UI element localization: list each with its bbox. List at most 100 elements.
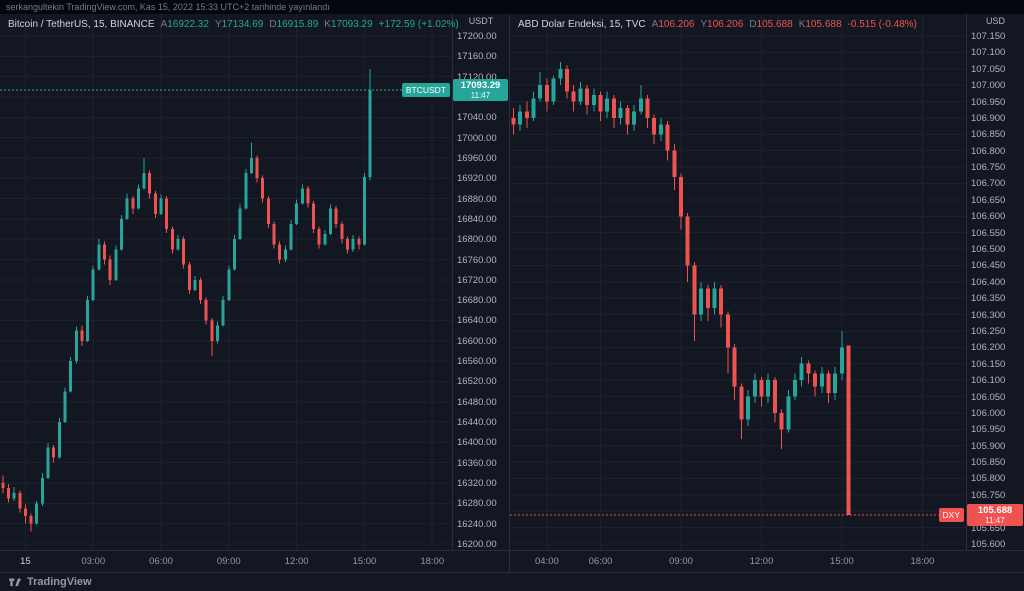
dxy-candlestick-chart[interactable]: [510, 14, 966, 550]
candle-body: [685, 216, 690, 266]
dxy-price-axis[interactable]: USD 105.688 11:47 105.600105.650105.7001…: [966, 14, 1024, 550]
dxy-last-price-flag[interactable]: 105.688 11:47: [967, 504, 1023, 527]
high-label: Y: [214, 19, 222, 30]
price-tick-label: 106.400: [971, 276, 1006, 288]
publish-text: serkangultekin TradingView.com, Kas 15, …: [6, 2, 330, 12]
btc-last-price-time: 11:47: [470, 91, 491, 101]
candle-body: [159, 198, 163, 214]
price-tick-label: 16720.00: [457, 274, 497, 286]
btc-symbol-title[interactable]: Bitcoin / TetherUS, 15, BINANCE: [8, 19, 155, 30]
candle-body: [565, 68, 569, 92]
candle-body: [571, 91, 576, 102]
candle-body: [585, 88, 590, 105]
low-label: D: [269, 19, 277, 30]
candle-body: [766, 380, 771, 397]
btc-last-price-symbol-flag[interactable]: BTCUSDT: [401, 83, 450, 98]
candle-body: [833, 373, 838, 394]
time-tick-label: 09:00: [216, 556, 241, 567]
candle-body: [732, 347, 737, 387]
candle-body: [261, 178, 265, 199]
price-tick-label: 16240.00: [457, 518, 497, 530]
candle-body: [719, 288, 724, 315]
dxy-chart-legend: ABD Dolar Endeksi, 15, TVC A106.206 Y106.2…: [518, 19, 917, 30]
change-value: -0.515 (-0.48%): [847, 19, 918, 30]
candle-body: [658, 124, 663, 135]
candle-body: [295, 203, 299, 224]
candle-body: [799, 363, 804, 381]
footer-bar: TradingView: [0, 572, 1024, 591]
price-tick-label: 105.850: [971, 457, 1006, 469]
price-tick-label: 17000.00: [457, 132, 497, 144]
price-tick-label: 106.850: [971, 129, 1006, 141]
time-tick-label: 15:00: [352, 556, 377, 567]
candle-body: [46, 447, 50, 478]
dxy-symbol-title[interactable]: ABD Dolar Endeksi, 15, TVC: [518, 19, 646, 30]
price-tick-label: 106.150: [971, 358, 1006, 370]
candle-body: [210, 320, 214, 341]
candle-body: [204, 300, 208, 321]
price-tick-label: 17160.00: [457, 51, 497, 63]
price-tick-label: 16640.00: [457, 315, 497, 327]
price-tick-label: 106.900: [971, 112, 1006, 124]
candle-body: [317, 229, 321, 245]
candle-body: [618, 108, 623, 118]
tradingview-logo-text[interactable]: TradingView: [27, 576, 92, 588]
price-tick-label: 16760.00: [457, 254, 497, 266]
dxy-last-price: 105.688: [977, 505, 1013, 517]
candle-body: [786, 396, 791, 430]
open-label: A: [651, 19, 659, 30]
candle-body: [199, 279, 203, 301]
open-value: 16922.32: [167, 19, 209, 30]
tradingview-logo-icon[interactable]: [8, 575, 22, 589]
candle-body: [772, 380, 777, 413]
low-value: 16915.89: [276, 19, 319, 30]
price-tick-label: 105.950: [971, 424, 1006, 436]
price-tick-label: 105.800: [971, 473, 1006, 485]
btc-chart-plot[interactable]: Bitcoin / TetherUS, 15, BINANCE A16922.32…: [0, 14, 459, 550]
btc-candlestick-chart[interactable]: [0, 14, 452, 550]
time-tick-label: 06:00: [149, 556, 173, 567]
candle-body: [148, 173, 152, 194]
price-tick-label: 16960.00: [457, 152, 497, 164]
high-value: 106.206: [707, 19, 744, 30]
dxy-chart-plot[interactable]: ABD Dolar Endeksi, 15, TVC A106.206 Y106.2…: [510, 14, 966, 550]
time-tick-label: 04:00: [534, 556, 559, 567]
candle-body: [86, 300, 90, 341]
candle-body: [524, 111, 529, 118]
candle-body: [638, 98, 643, 112]
price-tick-label: 16320.00: [457, 478, 497, 490]
candle-body: [334, 208, 338, 224]
btc-time-axis[interactable]: 15 03:00 06:00 09:00 12:00 15:00 18:00: [0, 550, 509, 572]
dxy-last-price-symbol-flag[interactable]: DXY: [938, 508, 964, 523]
btc-last-price-flag[interactable]: 17093.29 11:47: [453, 79, 508, 102]
candle-body: [63, 391, 67, 423]
dxy-time-axis[interactable]: 04:00 06:00 09:00 12:00 15:00 18:00: [510, 550, 1024, 572]
candle-body: [176, 239, 180, 250]
btc-price-axis[interactable]: USDT 17093.29 11:47 16200.00 16240.00 1628…: [452, 14, 509, 550]
candle-body: [97, 244, 101, 270]
candle-body: [131, 198, 135, 209]
close-value: 17093.29: [330, 19, 373, 30]
price-tick-label: 16600.00: [457, 335, 497, 347]
time-tick-label: 12:00: [749, 556, 774, 567]
price-tick-label: 106.500: [971, 244, 1006, 256]
price-tick-label: 107.000: [971, 80, 1006, 92]
candle-body: [531, 98, 536, 118]
candle-body: [18, 493, 22, 509]
price-tick-label: 16400.00: [457, 437, 497, 449]
candle-body: [289, 223, 293, 250]
price-tick-label: 105.900: [971, 440, 1006, 452]
candle-body: [598, 94, 603, 112]
candle-body: [625, 108, 630, 125]
candle-body: [759, 380, 764, 397]
candle-body: [345, 239, 349, 250]
close-value: 105.688: [805, 19, 842, 30]
price-tick-label: 16800.00: [457, 234, 497, 246]
candle-body: [170, 229, 174, 250]
price-tick-label: 106.050: [971, 391, 1006, 403]
candle-body: [692, 265, 697, 315]
open-label: A: [160, 19, 168, 30]
candle-body: [91, 269, 95, 301]
high-label: Y: [700, 19, 708, 30]
candle-body: [779, 412, 784, 430]
